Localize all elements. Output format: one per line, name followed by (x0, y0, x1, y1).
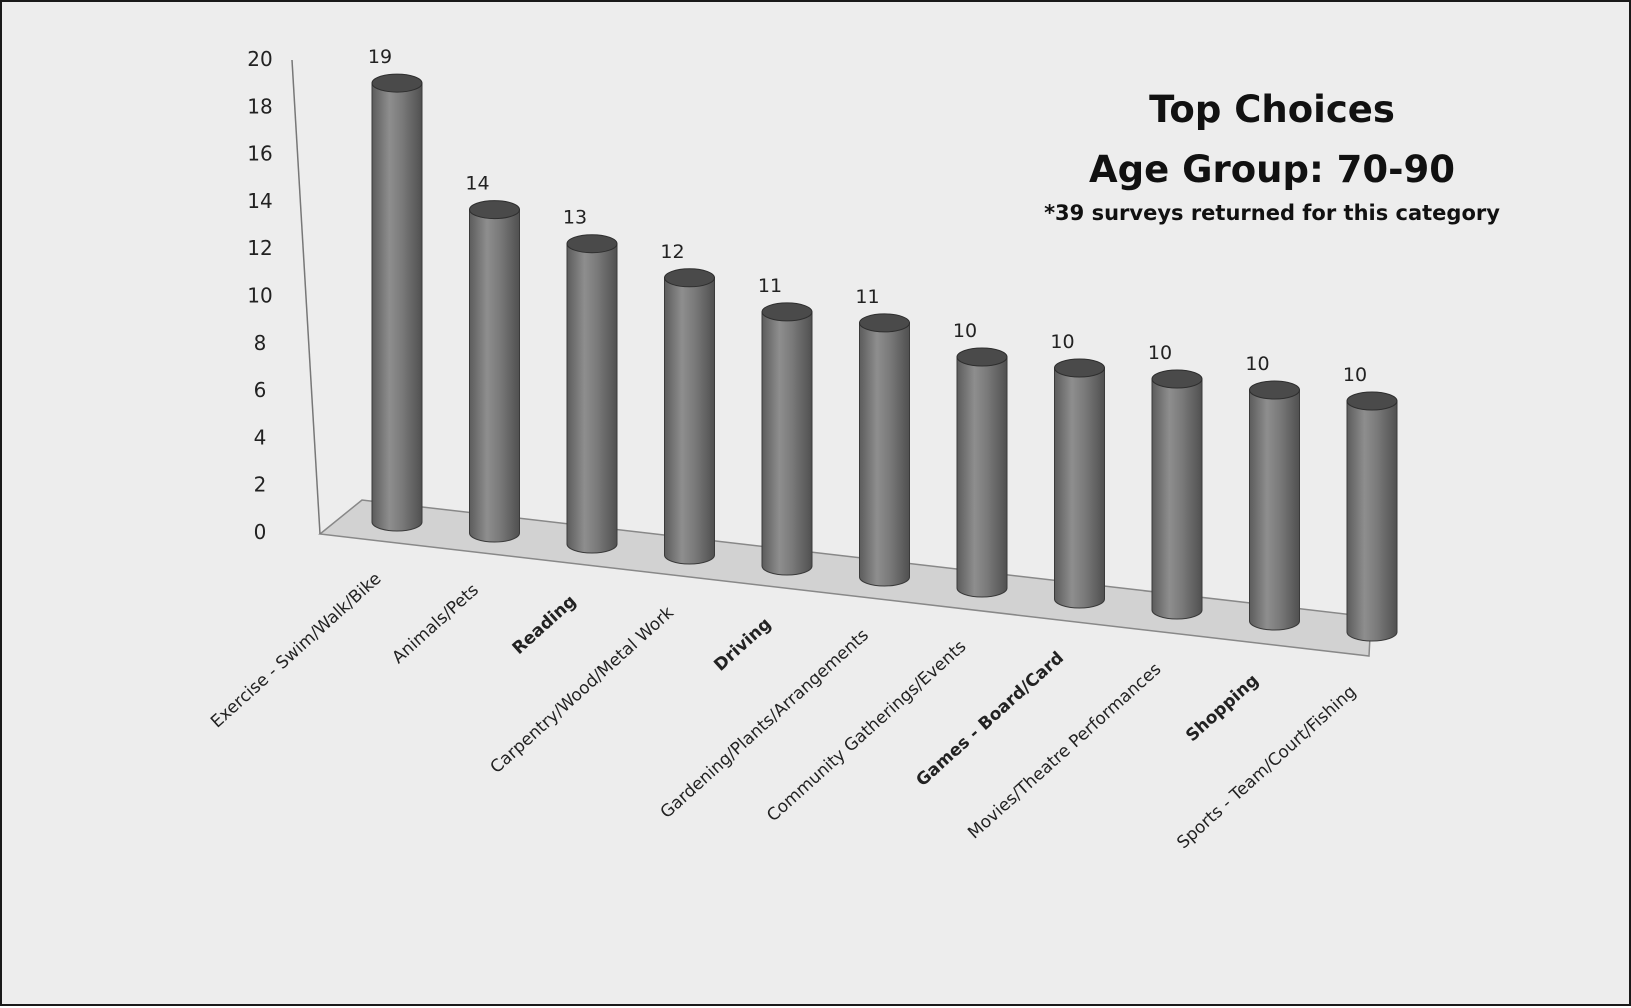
bar (1346, 391, 1398, 642)
bar-body (761, 311, 813, 576)
x-tick-label: Community Gatherings/Events (763, 637, 970, 826)
data-label: 11 (855, 286, 879, 308)
x-tick-label: Movies/Theatre Performances (964, 659, 1165, 843)
bar-top (1346, 391, 1398, 411)
bar-body (1054, 367, 1105, 609)
bar (664, 268, 715, 565)
y-tick-label: 16 (247, 142, 272, 166)
chart-title: Top Choices (1149, 88, 1395, 131)
bar-body (1249, 389, 1300, 631)
bar-top (566, 234, 618, 254)
bar-body (371, 82, 423, 532)
y-tick-label: 6 (254, 378, 267, 402)
x-tick-label: Gardening/Plants/Arrangements (657, 625, 873, 823)
bar-top (761, 302, 813, 322)
y-tick-label: 8 (254, 331, 267, 355)
y-tick-label: 4 (254, 425, 267, 449)
bar-top (859, 313, 910, 333)
y-tick-label: 20 (247, 47, 272, 71)
y-tick-label: 12 (247, 236, 272, 260)
data-label: 10 (1245, 353, 1269, 375)
x-tick-label: Carpentry/Wood/Metal Work (487, 603, 678, 778)
bar-top (1151, 369, 1203, 389)
bar-top (664, 268, 715, 288)
y-tick-label: 18 (247, 94, 272, 118)
data-label: 13 (563, 207, 587, 229)
data-label: 12 (660, 241, 684, 263)
y-tick-label: 14 (247, 189, 272, 213)
bar-top (469, 200, 520, 220)
x-tick-label: Reading (509, 591, 581, 658)
bar (469, 200, 520, 543)
bar-body (664, 277, 715, 565)
y-tick-label: 0 (254, 520, 267, 544)
bar-top (956, 347, 1008, 367)
data-label: 10 (953, 320, 977, 342)
bar-body (1346, 400, 1398, 642)
bar-top (1054, 358, 1105, 378)
x-tick-label: Exercise - Swim/Walk/Bike (207, 569, 385, 732)
bar-body (956, 356, 1008, 598)
data-label: 11 (758, 275, 782, 297)
bar (859, 313, 910, 587)
bar-body (859, 322, 910, 587)
bar (371, 73, 423, 532)
bar (566, 234, 618, 554)
bar (1151, 369, 1203, 620)
y-tick-label: 10 (247, 284, 272, 308)
bar-top (371, 73, 423, 93)
bar (1054, 358, 1105, 609)
data-label: 10 (1148, 342, 1172, 364)
bar (956, 347, 1008, 598)
y-tick-label: 2 (254, 473, 267, 497)
x-tick-label: Sports - Team/Court/Fishing (1173, 682, 1360, 853)
bar-body (469, 209, 520, 543)
data-label: 10 (1343, 364, 1367, 386)
x-tick-label: Shopping (1182, 671, 1263, 746)
bar (761, 302, 813, 576)
bar-body (1151, 378, 1203, 620)
bar-top (1249, 380, 1300, 400)
x-tick-label: Driving (710, 614, 775, 675)
bar-body (566, 243, 618, 554)
data-label: 19 (368, 46, 392, 68)
data-label: 14 (465, 173, 489, 195)
chart-note: *39 surveys returned for this category (1044, 201, 1500, 225)
y-axis-line (291, 59, 321, 535)
bar (1249, 380, 1300, 631)
data-label: 10 (1050, 331, 1074, 353)
chart-subtitle: Age Group: 70-90 (1089, 148, 1455, 191)
x-tick-label: Animals/Pets (388, 580, 483, 668)
